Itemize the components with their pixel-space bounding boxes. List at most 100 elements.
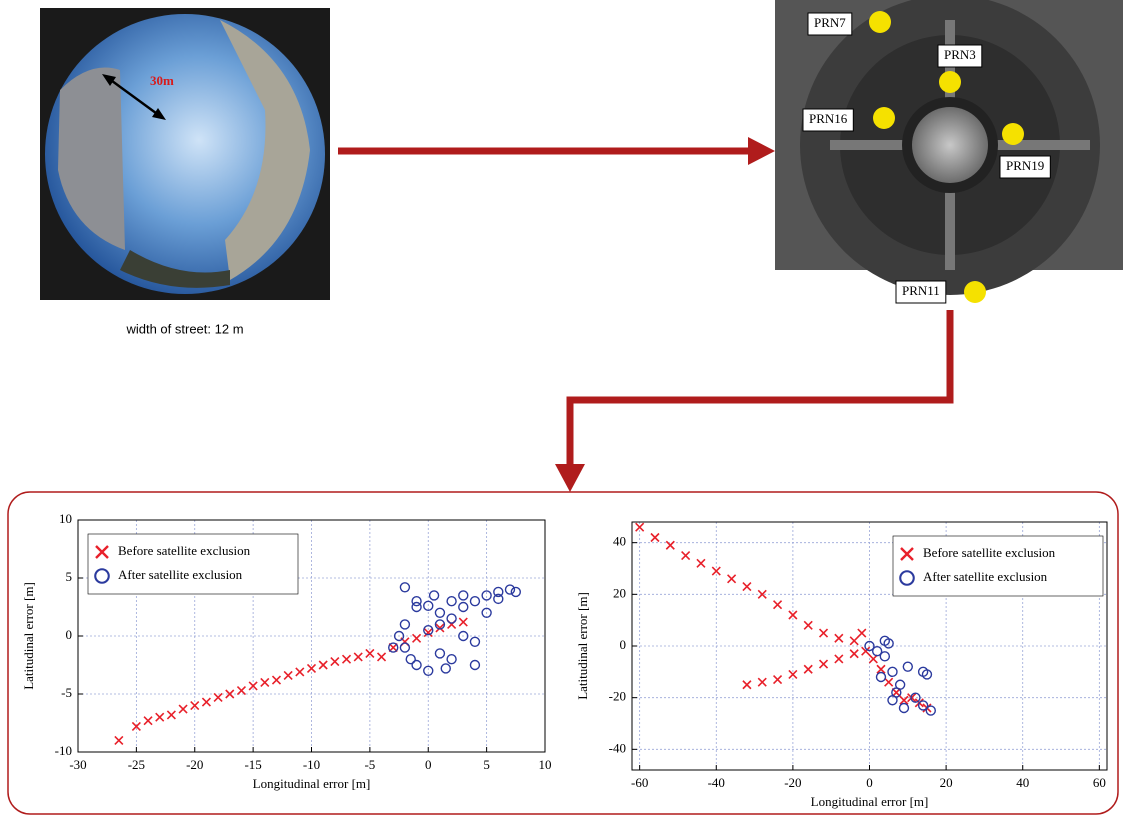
point [772,600,783,610]
point [248,681,258,691]
legend-marker [899,570,915,586]
label-box [999,155,1051,179]
point [868,654,878,664]
legend-label: After satellite exclusion [923,569,1048,584]
point [891,687,901,698]
point [469,659,481,671]
x-axis-label: Longitudinal error [m] [811,794,929,809]
point [849,636,859,646]
point [469,596,481,607]
point [423,665,434,676]
caption: width of street: 12 m [125,321,243,336]
legend-marker [95,545,109,559]
point [411,659,422,671]
point [857,628,867,638]
point [114,735,124,745]
point [887,695,898,706]
y-axis-label: Latitudinal error [m] [575,592,590,700]
point [201,697,211,707]
point [818,659,829,669]
point [757,677,767,687]
point [650,532,660,543]
plot-frame [77,519,546,753]
point [446,613,457,624]
y-tick-label: 10 [59,511,72,526]
x-tick-label: 20 [940,775,953,790]
point [742,582,752,592]
point [178,704,188,714]
x-tick-label: -25 [128,757,145,772]
antenna-photo [775,0,1123,295]
legend-marker [94,568,110,584]
point [435,623,445,633]
arrowhead [748,137,775,165]
point [921,669,933,680]
legend-box [892,535,1104,597]
x-tick-label: -60 [631,775,648,790]
charts: -30 -25 -20 -15 -10 -5 0 5 10 -10 -5 0 5 10 Longitudin… [21,511,1108,809]
legend-marker [900,547,914,561]
x-tick-label: 40 [1016,775,1029,790]
satellite-dot [1002,123,1024,145]
y-tick-label: 5 [66,569,73,584]
point [898,702,910,714]
point [283,670,293,681]
legend-label: Before satellite exclusion [923,545,1056,560]
y-tick-label: 0 [66,627,73,642]
y-tick-label: -10 [55,743,72,758]
point [788,610,798,620]
point [788,669,798,679]
point [330,656,340,667]
point [434,619,446,630]
point [849,649,859,659]
point [295,667,305,677]
point [861,646,871,656]
point [493,593,504,605]
point [190,701,200,711]
point [902,661,914,672]
point [884,677,894,687]
point [876,664,886,674]
x-tick-label: -15 [244,757,261,772]
point [711,566,721,576]
x-tick-label: 60 [1093,775,1106,790]
point [318,660,328,670]
annotation: 30m [150,73,174,88]
y-tick-label: 40 [613,534,626,549]
point [213,692,223,703]
point [875,671,887,683]
point [399,642,411,653]
label-box [937,44,983,68]
point [910,692,921,703]
y-tick-label: 20 [613,585,626,600]
arrow [566,310,954,468]
point [871,645,883,657]
point [393,630,405,642]
point [428,590,440,601]
point [803,620,813,630]
point [681,551,691,561]
x-tick-label: -20 [186,757,203,772]
label-box [802,108,854,132]
satellite-label: PRN19 [1006,158,1044,173]
legend-box [87,533,299,595]
point [399,619,411,630]
satellite-dot [964,281,986,303]
point [696,558,706,568]
point [493,586,504,598]
point [458,630,469,642]
point [423,627,433,638]
point [481,590,492,601]
x-tick-label: 10 [539,757,552,772]
point [510,586,522,598]
scatter-chart: -30 -25 -20 -15 -10 -5 0 5 10 -10 -5 0 5 10 Longitudin… [21,511,552,791]
point [434,607,446,618]
point [399,582,411,593]
satellite-label: PRN3 [944,47,976,62]
point [225,689,235,699]
point [504,584,516,595]
point [458,590,469,601]
satellite-label: PRN16 [809,111,848,126]
x-tick-label: -30 [69,757,86,772]
